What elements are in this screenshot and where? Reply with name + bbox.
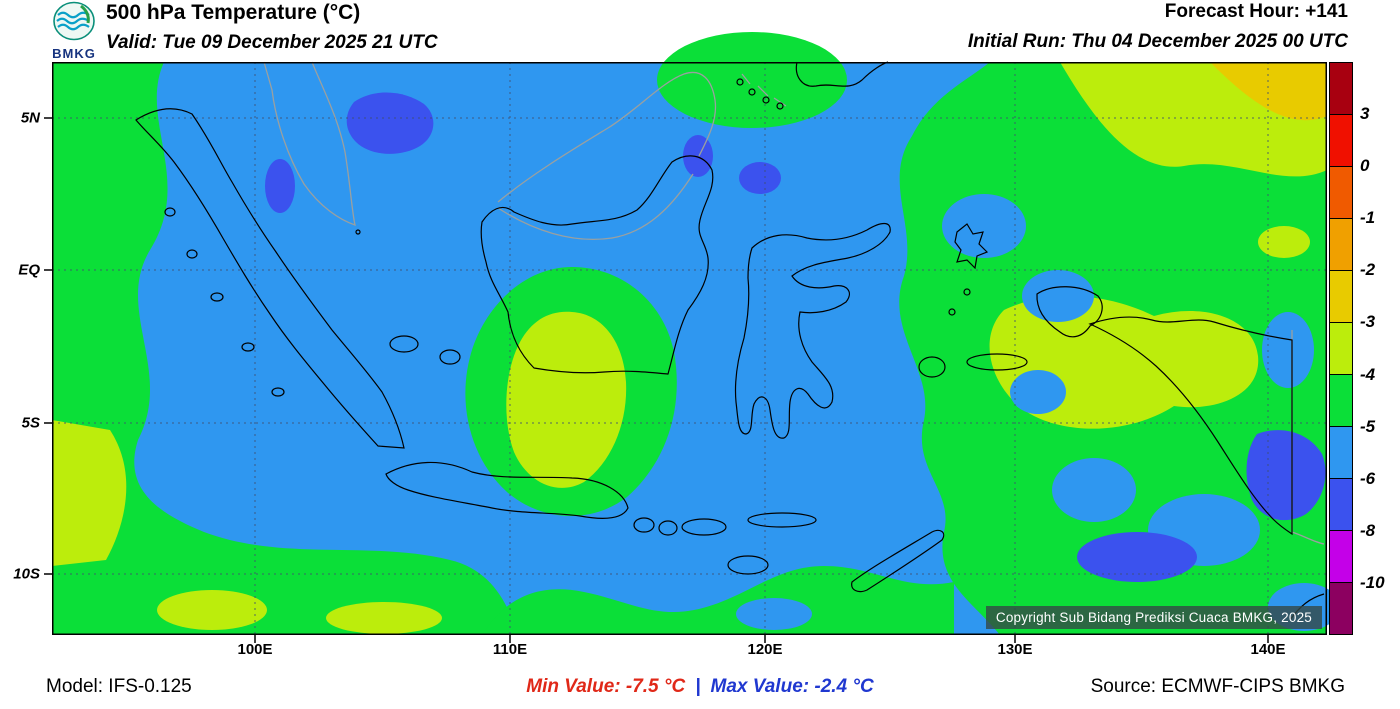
run-info-block: Forecast Hour: +141 Initial Run: Thu 04 … [968,1,1348,53]
longitude-axis: 100E 110E 120E 130E 140E [52,641,1327,661]
temperature-field [52,32,1340,635]
footer: Model: IFS-0.125 Min Value: -7.5 °C | Max … [0,674,1400,704]
page-title: 500 hPa Temperature (°C) [106,1,361,24]
lon-tick-label: 130E [997,641,1033,658]
lon-tick-label: 140E [1250,641,1286,658]
initial-run-label: Initial Run: Thu 04 December 2025 00 UTC [967,31,1348,52]
colorbar-tick-label: -5 [1360,416,1376,436]
temperature-map [44,32,1340,643]
colorbar-segment [1330,271,1352,323]
valid-time-label: Valid: Tue 09 December 2025 21 UTC [106,32,438,53]
colorbar-tick-label: -1 [1360,208,1376,228]
lon-tick-label: 110E [492,641,528,658]
colorbar-segment [1330,531,1352,583]
colorbar-tick-label: -2 [1360,260,1376,280]
coastlines [135,61,1325,621]
colorbar-segment [1330,219,1352,271]
lon-tick-label: 120E [747,641,783,658]
axis-ticks [44,117,1269,643]
title-block: 500 hPa Temperature (°C) Valid: Tue 09 D… [106,1,438,54]
source-label: Source: ECMWF-CIPS BMKG [1090,676,1345,697]
colorbar-segment [1330,63,1352,115]
lat-tick-label: EQ [18,261,40,279]
copyright-label: Copyright Sub Bidang Prediksi Cuaca BMKG… [985,606,1322,629]
colorbar-segment [1330,479,1352,531]
colorbar-segment [1330,583,1352,634]
colorbar-tick-label: 0 [1360,156,1370,176]
forecast-hour-label: Forecast Hour: +141 [1164,1,1348,22]
header: BMKG 500 hPa Temperature (°C) Valid: Tue… [0,0,1400,61]
colorbar-tick-label: 3 [1360,104,1370,124]
lat-tick-label: 5N [20,109,40,127]
colorbar-ticks: 3 0 -1 -2 -3 -4 -5 -6 -8 -10 [1360,62,1400,635]
bmkg-logo-icon [53,1,95,41]
colorbar-segment [1330,115,1352,167]
colorbar-segment [1330,167,1352,219]
min-value-label: Min Value: -7.5 °C [526,676,686,697]
gridlines [52,62,1327,635]
map-canvas: Copyright Sub Bidang Prediksi Cuaca BMKG… [44,32,1340,643]
colorbar [1329,62,1353,635]
model-label: Model: IFS-0.125 [46,676,192,697]
minmax-separator: | [695,676,701,697]
colorbar-segment [1330,375,1352,427]
latitude-axis: 5N EQ 5S 10S [0,62,46,635]
lat-tick-label: 5S [21,414,40,432]
minmax-values: Min Value: -7.5 °C | Max Value: -2.4 °C [0,676,1400,698]
lat-tick-label: 10S [13,565,40,583]
colorbar-segment [1330,427,1352,479]
colorbar-tick-label: -6 [1360,468,1376,488]
colorbar-tick-label: -3 [1360,312,1376,332]
colorbar-tick-label: -8 [1360,520,1376,540]
max-value-label: Max Value: -2.4 °C [710,676,874,697]
bmkg-logo: BMKG [46,1,102,61]
colorbar-tick-label: -10 [1360,572,1385,592]
bmkg-logo-text: BMKG [52,46,96,61]
map-frame-border [44,62,1327,643]
lon-tick-label: 100E [237,641,273,658]
colorbar-segment [1330,323,1352,375]
colorbar-tick-label: -4 [1360,364,1376,384]
